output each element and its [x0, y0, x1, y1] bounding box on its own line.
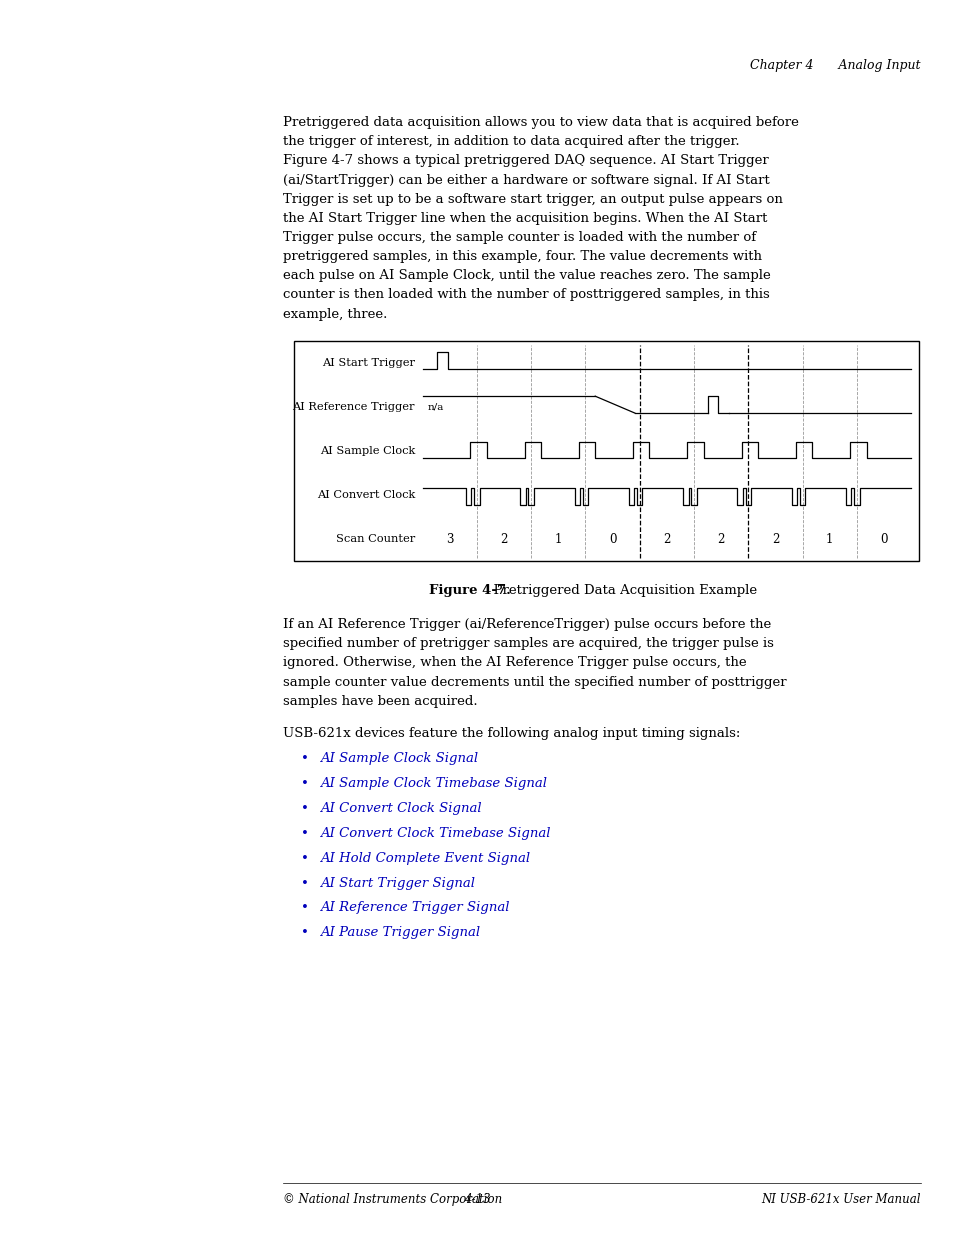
- Text: Pretriggered Data Acquisition Example: Pretriggered Data Acquisition Example: [484, 583, 756, 597]
- Text: 2: 2: [662, 532, 670, 546]
- Text: AI Reference Trigger Signal: AI Reference Trigger Signal: [319, 902, 509, 914]
- Text: each pulse on AI Sample Clock, until the value reaches zero. The sample: each pulse on AI Sample Clock, until the…: [283, 269, 770, 283]
- Text: AI Sample Clock: AI Sample Clock: [319, 446, 415, 457]
- Text: AI Start Trigger Signal: AI Start Trigger Signal: [319, 877, 474, 889]
- Text: Figure 4-7.: Figure 4-7.: [429, 583, 511, 597]
- Text: AI Hold Complete Event Signal: AI Hold Complete Event Signal: [319, 852, 529, 864]
- Text: •: •: [300, 802, 308, 815]
- Text: 1: 1: [825, 532, 833, 546]
- Text: AI Pause Trigger Signal: AI Pause Trigger Signal: [319, 926, 479, 940]
- Text: •: •: [300, 852, 308, 864]
- Text: Figure 4-7 shows a typical pretriggered DAQ sequence. AI Start Trigger: Figure 4-7 shows a typical pretriggered …: [283, 154, 768, 168]
- Text: AI Start Trigger: AI Start Trigger: [322, 358, 415, 368]
- Text: AI Convert Clock Signal: AI Convert Clock Signal: [319, 802, 480, 815]
- Text: Chapter 4  Analog Input: Chapter 4 Analog Input: [749, 59, 920, 73]
- Text: Scan Counter: Scan Counter: [335, 535, 415, 545]
- Text: AI Sample Clock Signal: AI Sample Clock Signal: [319, 752, 477, 766]
- Text: AI Reference Trigger: AI Reference Trigger: [293, 403, 415, 412]
- Text: •: •: [300, 777, 308, 790]
- Text: Trigger is set up to be a software start trigger, an output pulse appears on: Trigger is set up to be a software start…: [283, 193, 782, 206]
- Text: USB-621x devices feature the following analog input timing signals:: USB-621x devices feature the following a…: [283, 727, 740, 740]
- Bar: [294, 341, 918, 561]
- Text: samples have been acquired.: samples have been acquired.: [283, 694, 477, 708]
- Text: sample counter value decrements until the specified number of posttrigger: sample counter value decrements until th…: [283, 676, 786, 689]
- Text: 2: 2: [771, 532, 779, 546]
- Text: AI Sample Clock Timebase Signal: AI Sample Clock Timebase Signal: [319, 777, 546, 790]
- Text: 4-13: 4-13: [463, 1193, 490, 1207]
- Text: If an AI Reference Trigger (ai/ReferenceTrigger) pulse occurs before the: If an AI Reference Trigger (ai/Reference…: [283, 618, 771, 631]
- Text: example, three.: example, three.: [283, 308, 387, 321]
- Text: •: •: [300, 752, 308, 766]
- Text: the AI Start Trigger line when the acquisition begins. When the AI Start: the AI Start Trigger line when the acqui…: [283, 211, 767, 225]
- Text: 2: 2: [499, 532, 507, 546]
- Text: 0: 0: [880, 532, 886, 546]
- Text: •: •: [300, 877, 308, 889]
- Text: 3: 3: [446, 532, 453, 546]
- Text: NI USB-621x User Manual: NI USB-621x User Manual: [760, 1193, 920, 1207]
- Text: •: •: [300, 926, 308, 940]
- Text: pretriggered samples, in this example, four. The value decrements with: pretriggered samples, in this example, f…: [283, 249, 761, 263]
- Text: AI Convert Clock Timebase Signal: AI Convert Clock Timebase Signal: [319, 826, 550, 840]
- Text: 1: 1: [554, 532, 561, 546]
- Text: the trigger of interest, in addition to data acquired after the trigger.: the trigger of interest, in addition to …: [283, 135, 740, 148]
- Text: © National Instruments Corporation: © National Instruments Corporation: [283, 1193, 502, 1207]
- Text: Trigger pulse occurs, the sample counter is loaded with the number of: Trigger pulse occurs, the sample counter…: [283, 231, 756, 245]
- Text: •: •: [300, 826, 308, 840]
- Text: ignored. Otherwise, when the AI Reference Trigger pulse occurs, the: ignored. Otherwise, when the AI Referenc…: [283, 656, 746, 669]
- Text: n/a: n/a: [427, 403, 443, 412]
- Text: Pretriggered data acquisition allows you to view data that is acquired before: Pretriggered data acquisition allows you…: [283, 116, 799, 130]
- Text: •: •: [300, 902, 308, 914]
- Text: (ai/StartTrigger) can be either a hardware or software signal. If AI Start: (ai/StartTrigger) can be either a hardwa…: [283, 173, 769, 186]
- Text: AI Convert Clock: AI Convert Clock: [316, 490, 415, 500]
- Text: counter is then loaded with the number of posttriggered samples, in this: counter is then loaded with the number o…: [283, 288, 769, 301]
- Text: 0: 0: [608, 532, 616, 546]
- Text: specified number of pretrigger samples are acquired, the trigger pulse is: specified number of pretrigger samples a…: [283, 637, 774, 651]
- Text: 2: 2: [717, 532, 724, 546]
